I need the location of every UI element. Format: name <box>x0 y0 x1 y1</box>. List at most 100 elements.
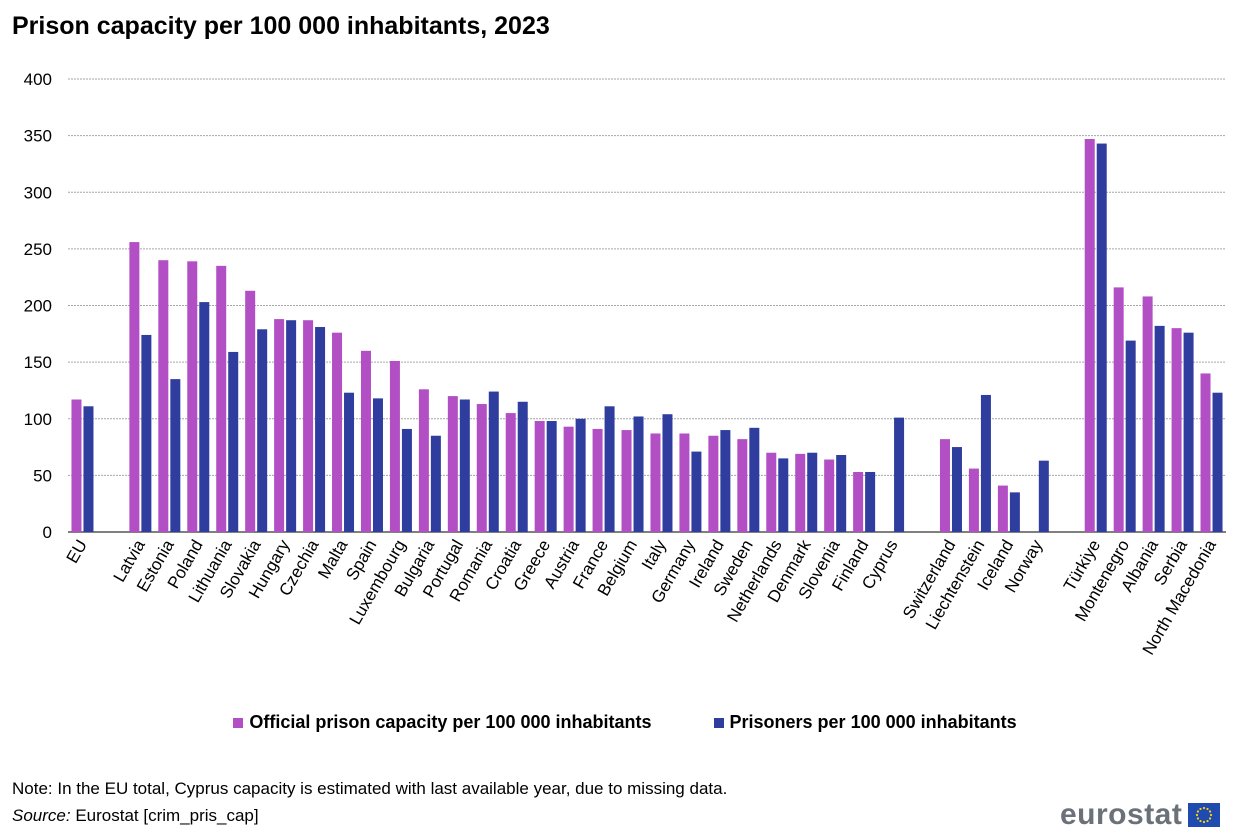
bar-capacity-slovakia <box>245 290 256 532</box>
chart-note: Note: In the EU total, Cyprus capacity i… <box>12 779 728 798</box>
flag-star <box>1206 819 1209 823</box>
legend-label-capacity: Official prison capacity per 100 000 inh… <box>249 712 652 732</box>
bar-prisoners-lithuania <box>228 351 239 532</box>
bar-prisoners-croatia <box>517 401 528 532</box>
y-tick-label: 100 <box>24 410 52 429</box>
bar-prisoners-eu <box>83 406 94 532</box>
grid-lines <box>68 78 1226 533</box>
bar-capacity-bulgaria <box>418 389 429 532</box>
x-axis-labels: EU LatviaEstoniaPolandLithuaniaSlovakiaHu… <box>63 536 1221 658</box>
flag-star <box>1203 806 1206 810</box>
bar-prisoners-latvia <box>141 334 152 532</box>
flag-star <box>1210 813 1213 817</box>
bar-capacity-portugal <box>447 396 458 532</box>
bar-prisoners-estonia <box>170 379 181 532</box>
bar-capacity-netherlands <box>766 452 777 532</box>
bar-prisoners-switzerland <box>951 447 962 532</box>
legend: Official prison capacity per 100 000 inh… <box>0 712 1250 733</box>
y-tick-label: 0 <box>43 523 52 542</box>
bar-capacity-croatia <box>505 413 516 532</box>
bar-capacity-belgium <box>621 430 632 532</box>
legend-swatch-prisoners <box>713 717 724 728</box>
bar-prisoners-slovakia <box>257 329 268 532</box>
bar-capacity-malta <box>332 332 343 532</box>
y-tick-label: 200 <box>24 297 52 316</box>
bar-capacity-finland <box>853 471 864 532</box>
x-tick-label-eu: EU <box>63 537 91 567</box>
bar-capacity-eu <box>71 399 82 532</box>
flag-star <box>1209 810 1212 813</box>
bar-prisoners-albania <box>1154 325 1165 532</box>
bar-capacity-serbia <box>1171 328 1182 532</box>
bar-prisoners-spain <box>372 398 383 532</box>
bar-capacity-austria <box>563 426 574 532</box>
bar-prisoners-italy <box>662 414 673 532</box>
bar-capacity-lithuania <box>216 265 227 532</box>
bar-prisoners-greece <box>546 421 557 532</box>
source-label: Source: <box>12 806 71 825</box>
legend-label-prisoners: Prisoners per 100 000 inhabitants <box>729 712 1017 732</box>
bar-prisoners-belgium <box>633 416 644 532</box>
bar-chart: 0 50 100 150 200 250 300 350 400 EU LatviaEstonia… <box>24 70 1226 658</box>
bar-capacity-romania <box>476 404 487 532</box>
bar-capacity-slovenia <box>824 459 835 532</box>
bar-prisoners-poland <box>199 302 210 532</box>
flag-star <box>1209 817 1212 820</box>
eurostat-logo: eurostat <box>1060 798 1221 832</box>
y-tick-label: 300 <box>24 183 52 202</box>
bar-prisoners-bulgaria <box>430 435 441 532</box>
flag-star <box>1197 817 1200 820</box>
bar-prisoners-norway <box>1038 460 1049 532</box>
bar-prisoners-luxembourg <box>401 428 412 532</box>
flag-star <box>1199 819 1202 823</box>
bar-capacity-montenegro <box>1113 287 1124 532</box>
bar-prisoners-czechia <box>315 327 326 532</box>
y-tick-label: 400 <box>24 70 52 89</box>
bar-capacity-italy <box>650 433 661 532</box>
bar-capacity-latvia <box>129 242 140 532</box>
flag-star <box>1199 807 1202 811</box>
bar-capacity-spain <box>360 350 371 532</box>
bar-prisoners-austria <box>575 418 586 532</box>
flag-star <box>1197 810 1200 813</box>
y-tick-label: 50 <box>33 466 52 485</box>
bar-prisoners-cyprus <box>894 417 905 532</box>
bar-capacity-germany <box>679 433 690 532</box>
flag-star <box>1206 807 1209 811</box>
source-text: Eurostat [crim_pris_cap] <box>70 806 259 825</box>
bar-prisoners-iceland <box>1009 492 1020 532</box>
bar-prisoners-malta <box>344 392 355 532</box>
legend-item-prisoners: Prisoners per 100 000 inhabitants <box>713 712 1017 733</box>
bar-capacity-north-macedonia <box>1200 373 1211 532</box>
eu-flag-icon <box>1188 803 1221 827</box>
bar-prisoners-t-rkiye <box>1096 143 1107 533</box>
legend-swatch-capacity <box>233 717 244 728</box>
bar-prisoners-portugal <box>459 399 470 532</box>
bar-capacity-poland <box>187 261 198 532</box>
bar-prisoners-france <box>604 406 615 532</box>
y-tick-label: 250 <box>24 240 52 259</box>
bar-capacity-estonia <box>158 260 169 532</box>
flag-star <box>1196 813 1199 817</box>
bar-prisoners-germany <box>691 451 702 532</box>
bar-prisoners-netherlands <box>778 458 789 532</box>
bar-capacity-france <box>592 428 603 532</box>
bar-capacity-liechtenstein <box>968 468 979 532</box>
bar-prisoners-hungary <box>286 320 297 532</box>
y-tick-label: 350 <box>24 127 52 146</box>
bar-capacity-greece <box>534 421 545 532</box>
bar-capacity-ireland <box>708 435 719 532</box>
bar-capacity-sweden <box>737 439 748 532</box>
bar-capacity-switzerland <box>939 439 950 532</box>
bar-capacity-iceland <box>997 485 1008 532</box>
logo-text: eurostat <box>1060 798 1183 831</box>
bar-capacity-luxembourg <box>389 360 400 532</box>
y-axis-ticks: 0 50 100 150 200 250 300 350 400 <box>24 70 52 542</box>
bar-capacity-czechia <box>303 320 314 532</box>
bar-prisoners-finland <box>865 471 876 532</box>
bar-prisoners-montenegro <box>1125 340 1136 532</box>
flag-star <box>1203 820 1206 824</box>
bar-prisoners-ireland <box>720 430 731 532</box>
chart-source: Source: Eurostat [crim_pris_cap] <box>12 806 259 826</box>
y-tick-label: 150 <box>24 353 52 372</box>
